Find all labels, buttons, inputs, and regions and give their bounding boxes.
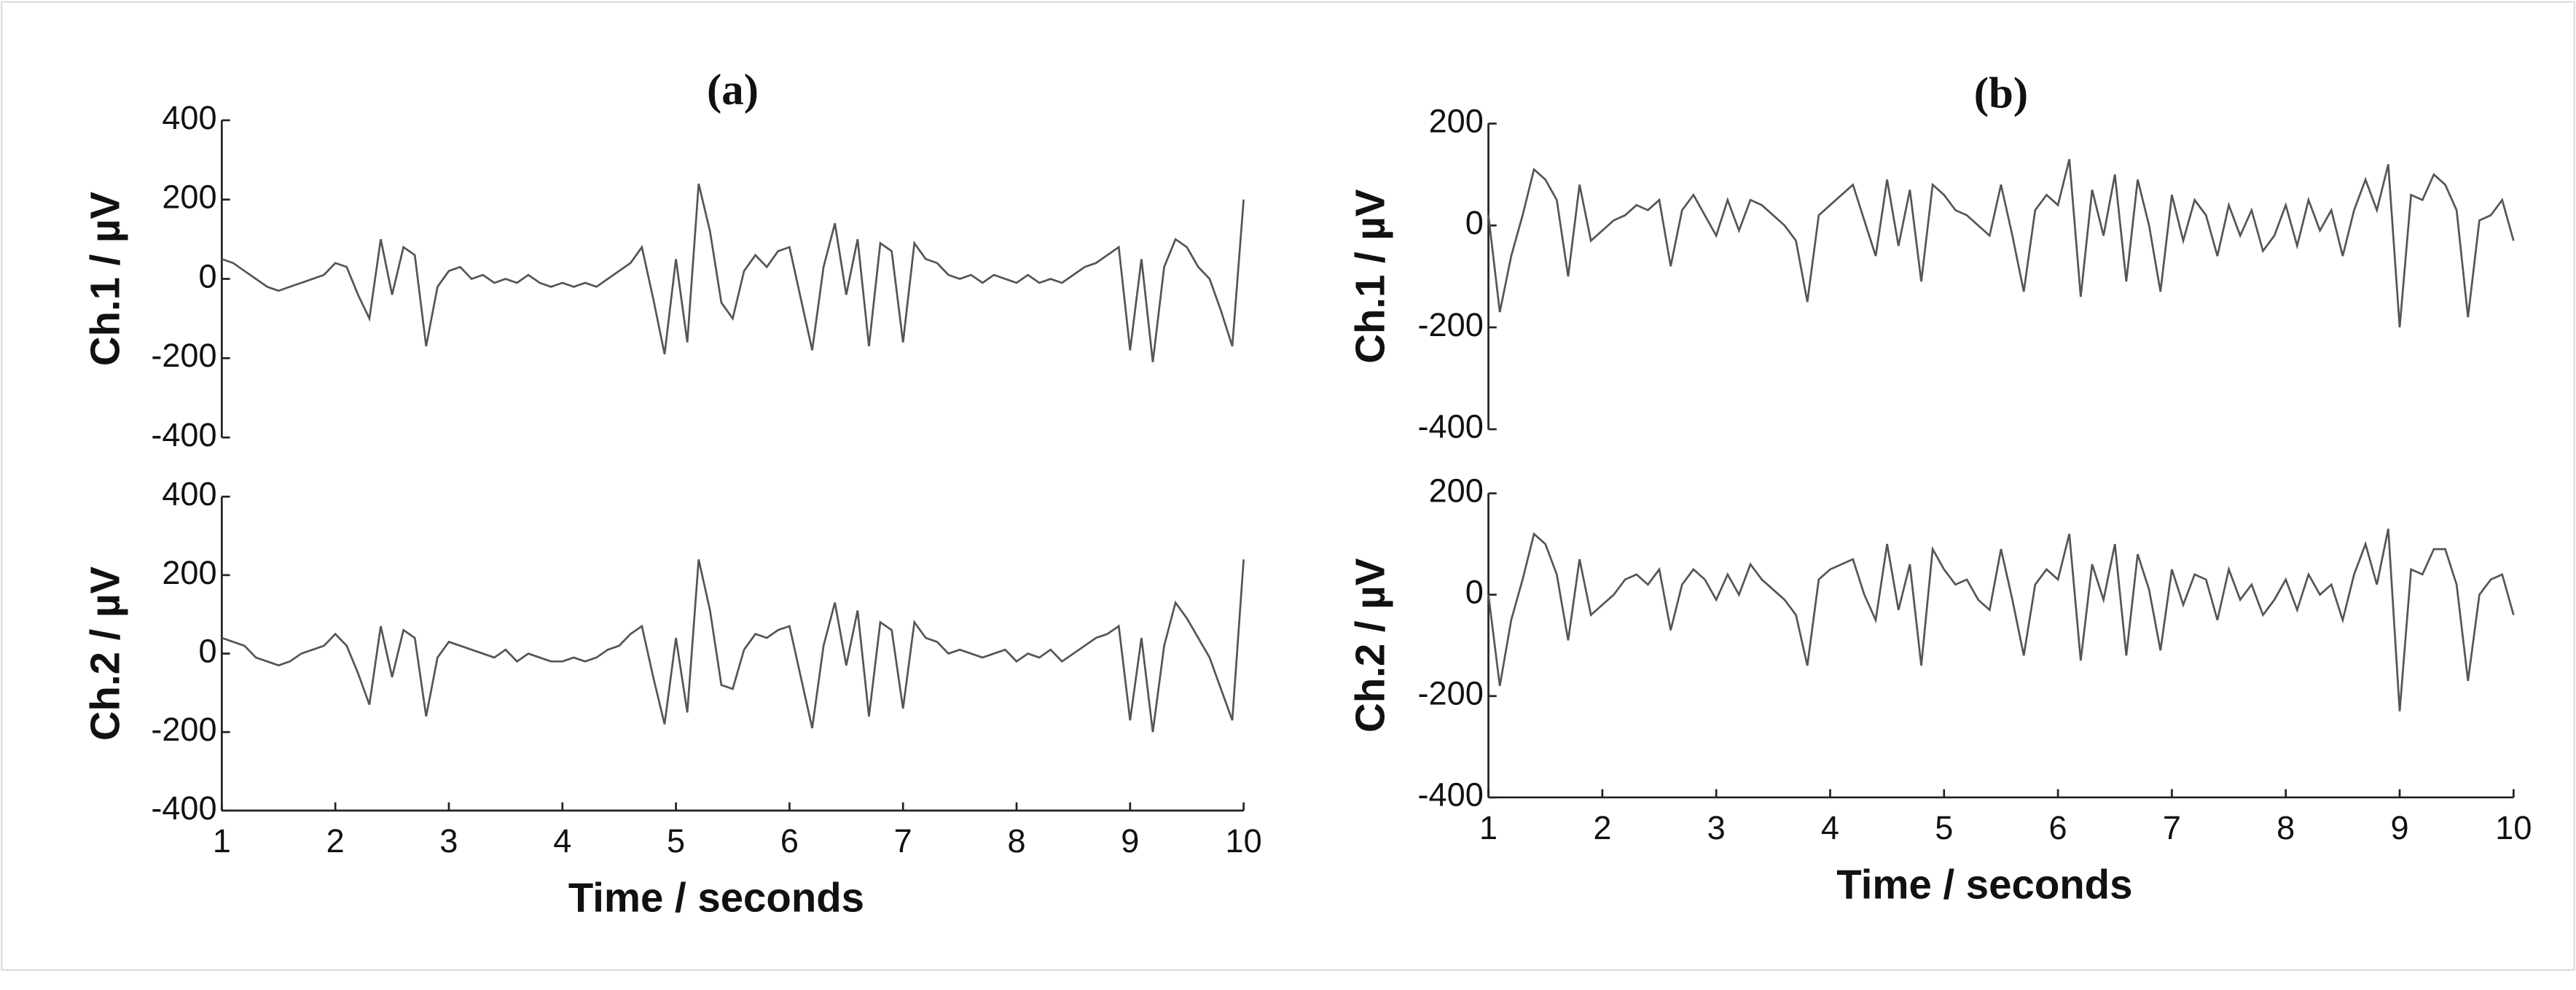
y-axis-label: Ch.2 / µV (1347, 558, 1393, 733)
x-tick-label: 5 (1935, 809, 1953, 846)
y-tick-label: 200 (1429, 472, 1484, 510)
y-tick-label: 0 (1465, 574, 1484, 611)
y-tick-label: -400 (151, 416, 216, 453)
x-tick-label: 1 (213, 822, 231, 860)
x-tick-label: 6 (780, 822, 799, 860)
x-tick-label: 3 (1707, 809, 1726, 846)
x-tick-label: 10 (1226, 822, 1262, 860)
y-tick-label: 200 (1429, 102, 1484, 139)
x-axis-label: Time / seconds (568, 875, 864, 921)
x-tick-label: 4 (553, 822, 571, 860)
y-tick-label: 400 (162, 475, 216, 512)
x-tick-label: 10 (2495, 809, 2532, 846)
x-tick-label: 9 (1121, 822, 1139, 860)
y-tick-label: -200 (1418, 675, 1484, 712)
x-tick-label: 2 (1593, 809, 1611, 846)
y-tick-label: -400 (151, 790, 216, 827)
x-tick-label: 8 (2276, 809, 2295, 846)
y-tick-label: -200 (151, 337, 216, 374)
signal-line (1487, 159, 2515, 328)
x-tick-label: 5 (667, 822, 685, 860)
panel-title: (a) (707, 66, 759, 114)
x-tick-label: 6 (2049, 809, 2067, 846)
x-axis-label: Time / seconds (1836, 862, 2132, 908)
y-tick-label: 200 (162, 179, 216, 216)
y-tick-label: 0 (199, 632, 217, 669)
y-tick-label: -400 (1418, 776, 1484, 814)
signal-line (1487, 529, 2515, 712)
y-tick-label: -400 (1418, 408, 1484, 445)
x-tick-label: 1 (1479, 809, 1498, 846)
x-tick-label: 9 (2390, 809, 2408, 846)
x-tick-label: 7 (894, 822, 912, 860)
y-tick-label: 200 (162, 554, 216, 591)
y-axis-label: Ch.2 / µV (82, 566, 128, 741)
y-axis-label: Ch.1 / µV (82, 192, 128, 367)
y-tick-label: 0 (1465, 204, 1484, 241)
signal-line (221, 559, 1245, 733)
signal-line (221, 183, 1245, 362)
y-tick-label: 0 (199, 257, 217, 295)
y-tick-label: 400 (162, 99, 216, 136)
y-axis-label: Ch.1 / µV (1347, 189, 1393, 364)
x-tick-label: 2 (326, 822, 345, 860)
y-tick-label: -200 (151, 711, 216, 748)
panel-title: (b) (1974, 69, 2028, 117)
x-tick-label: 3 (439, 822, 458, 860)
frame (1, 1, 2575, 971)
x-tick-label: 8 (1007, 822, 1025, 860)
x-tick-label: 7 (2163, 809, 2181, 846)
x-tick-label: 4 (1821, 809, 1839, 846)
y-tick-label: -200 (1418, 306, 1484, 343)
